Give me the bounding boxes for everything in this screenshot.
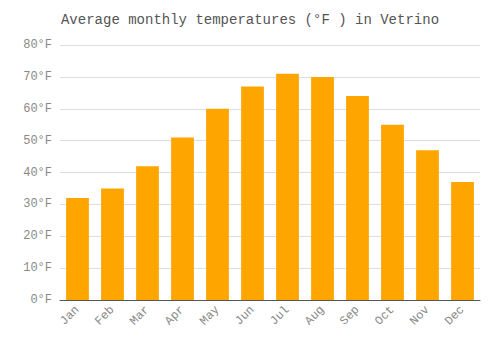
svg-text:Mar: Mar: [127, 303, 152, 328]
svg-text:70°F: 70°F: [23, 70, 52, 84]
svg-text:Oct: Oct: [372, 303, 397, 328]
svg-text:50°F: 50°F: [23, 134, 52, 148]
svg-text:Jun: Jun: [232, 303, 257, 328]
svg-text:Dec: Dec: [442, 303, 467, 328]
svg-text:Sep: Sep: [337, 303, 362, 328]
svg-text:Average monthly temperatures (: Average monthly temperatures (°F ) in Ve…: [61, 12, 439, 28]
svg-text:60°F: 60°F: [23, 102, 52, 116]
svg-text:20°F: 20°F: [23, 229, 52, 243]
svg-text:0°F: 0°F: [30, 293, 52, 307]
svg-text:Feb: Feb: [92, 303, 117, 328]
svg-text:Jan: Jan: [57, 303, 82, 328]
svg-text:May: May: [197, 303, 222, 328]
svg-text:30°F: 30°F: [23, 197, 52, 211]
svg-text:Jul: Jul: [267, 303, 292, 328]
svg-text:40°F: 40°F: [23, 166, 52, 180]
svg-text:10°F: 10°F: [23, 261, 52, 275]
svg-text:Nov: Nov: [407, 303, 432, 328]
svg-text:80°F: 80°F: [23, 38, 52, 52]
svg-text:Aug: Aug: [302, 303, 327, 328]
svg-text:Apr: Apr: [162, 303, 187, 328]
